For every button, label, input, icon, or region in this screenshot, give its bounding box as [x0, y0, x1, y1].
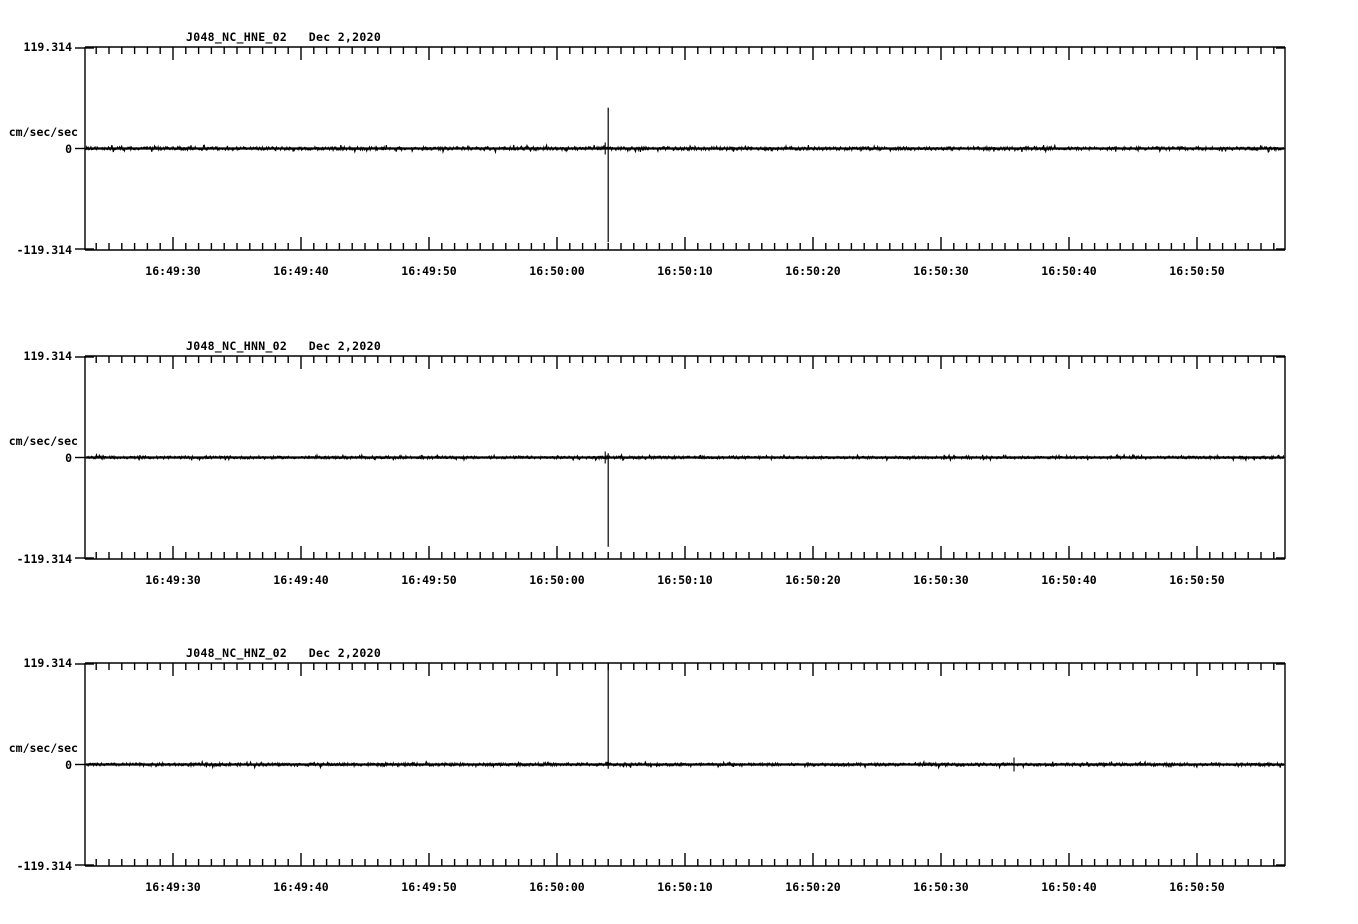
x-tick-label-hnn-2: 16:49:50	[401, 573, 457, 587]
x-tick-label-hnz-2: 16:49:50	[401, 880, 457, 894]
y-tick-label-bottom-hnn: -119.314	[16, 552, 72, 566]
x-tick-label-hne-8: 16:50:50	[1169, 264, 1225, 278]
x-tick-label-hnz-3: 16:50:00	[529, 880, 585, 894]
panel-title-hne: J048_NC_HNE_02 Dec 2,2020	[186, 30, 382, 44]
y-axis-units-hnn: cm/sec/sec	[8, 433, 78, 448]
x-tick-label-hnz-4: 16:50:10	[657, 880, 713, 894]
x-tick-label-hne-5: 16:50:20	[785, 264, 841, 278]
y-tick-label-bottom-hne: -119.314	[16, 243, 72, 257]
x-tick-label-hne-2: 16:49:50	[401, 264, 457, 278]
x-tick-label-hnn-0: 16:49:30	[145, 573, 201, 587]
x-tick-label-hne-3: 16:50:00	[529, 264, 585, 278]
x-tick-label-hnn-4: 16:50:10	[657, 573, 713, 587]
x-tick-label-hnz-6: 16:50:30	[913, 880, 969, 894]
y-tick-label-mid-hne: 0	[65, 141, 72, 156]
x-tick-label-hne-6: 16:50:30	[913, 264, 969, 278]
waveform-trace-hne	[85, 143, 1284, 155]
x-tick-label-hne-1: 16:49:40	[273, 264, 329, 278]
x-tick-label-hnz-7: 16:50:40	[1041, 880, 1097, 894]
x-tick-label-hnz-5: 16:50:20	[785, 880, 841, 894]
x-tick-label-hnz-0: 16:49:30	[145, 880, 201, 894]
x-tick-label-hne-4: 16:50:10	[657, 264, 713, 278]
y-tick-label-top-hnn: 119.314	[23, 349, 72, 363]
x-tick-label-hne-0: 16:49:30	[145, 264, 201, 278]
x-tick-label-hnn-6: 16:50:30	[913, 573, 969, 587]
x-tick-label-hnz-8: 16:50:50	[1169, 880, 1225, 894]
x-tick-label-hnz-1: 16:49:40	[273, 880, 329, 894]
y-tick-label-top-hne: 119.314	[23, 40, 72, 54]
x-tick-label-hne-7: 16:50:40	[1041, 264, 1097, 278]
x-tick-label-hnn-5: 16:50:20	[785, 573, 841, 587]
y-tick-label-mid-hnz: 0	[65, 757, 72, 772]
y-tick-label-bottom-hnz: -119.314	[16, 859, 72, 873]
y-axis-units-hnz: cm/sec/sec	[8, 740, 78, 755]
y-tick-label-mid-hnn: 0	[65, 450, 72, 465]
waveform-trace-hnn	[85, 452, 1285, 463]
x-tick-label-hnn-8: 16:50:50	[1169, 573, 1225, 587]
panel-title-hnn: J048_NC_HNN_02 Dec 2,2020	[186, 339, 382, 353]
x-tick-label-hnn-3: 16:50:00	[529, 573, 585, 587]
y-tick-label-top-hnz: 119.314	[23, 656, 72, 670]
x-tick-label-hnn-7: 16:50:40	[1041, 573, 1097, 587]
x-tick-label-hnn-1: 16:49:40	[273, 573, 329, 587]
waveform-trace-hnz	[85, 759, 1285, 770]
y-axis-units-hne: cm/sec/sec	[8, 124, 78, 139]
panel-title-hnz: J048_NC_HNZ_02 Dec 2,2020	[186, 646, 382, 660]
